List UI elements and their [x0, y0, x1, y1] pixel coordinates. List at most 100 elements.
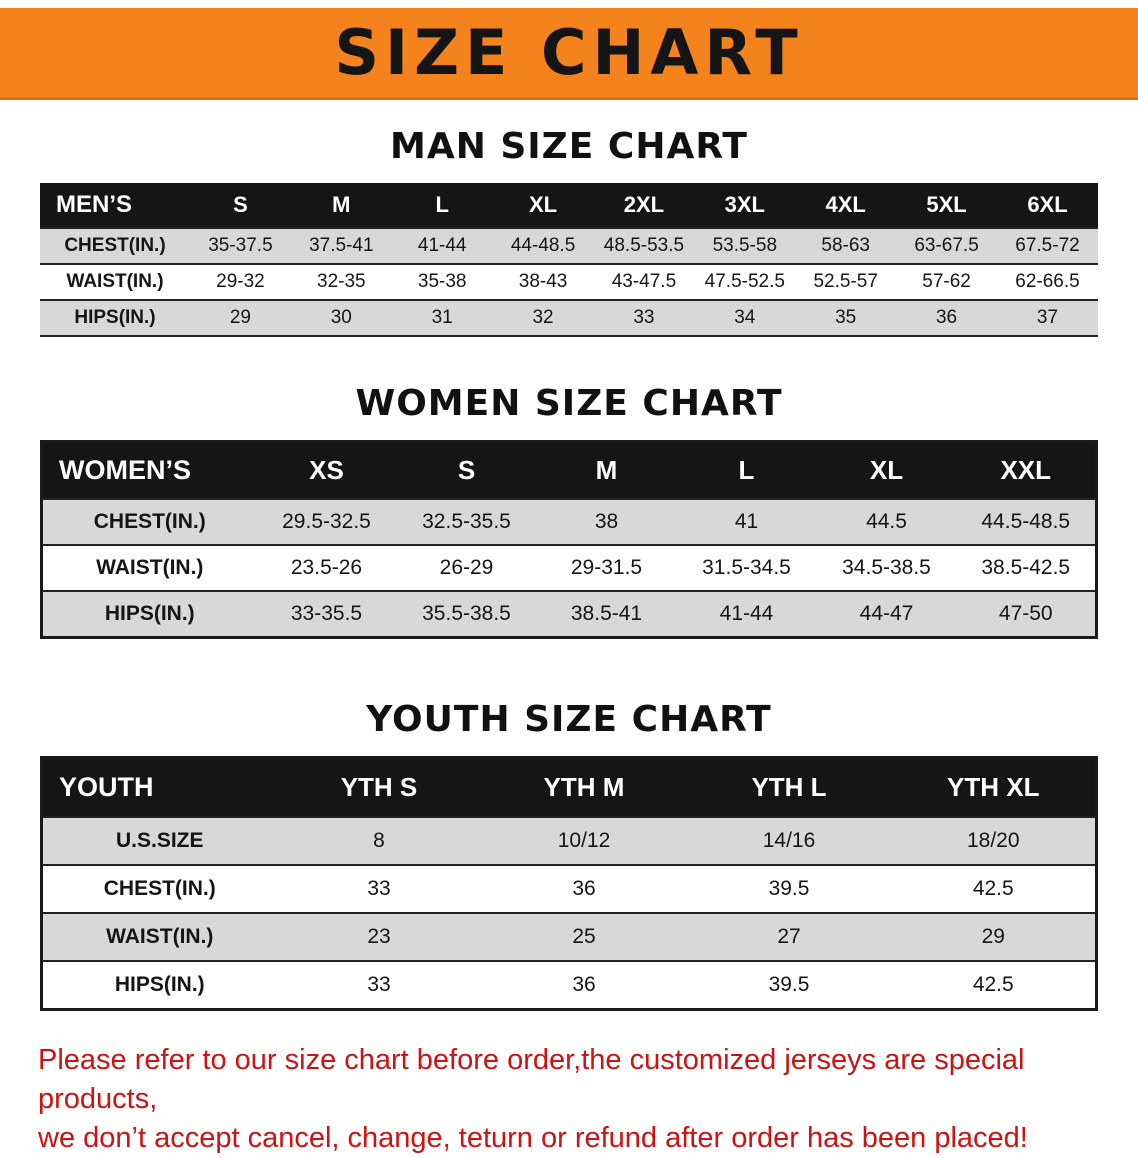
size-cell: 35.5-38.5 [396, 590, 537, 639]
size-cell: 23.5-26 [256, 544, 397, 591]
column-header: YTH S [276, 757, 482, 817]
row-label: CHEST(IN.) [41, 498, 257, 545]
disclaimer-line-1: Please refer to our size chart before or… [38, 1044, 1025, 1116]
table-row: WAIST(IN.) 23 25 27 29 [41, 912, 1097, 961]
column-header: XL [492, 183, 594, 228]
column-header: YTH XL [891, 757, 1097, 817]
size-cell: 8 [276, 816, 482, 865]
size-cell: 18/20 [891, 816, 1097, 865]
table-row: WAIST(IN.) 23.5-26 26-29 29-31.5 31.5-34.5 34… [41, 544, 1097, 591]
row-label: U.S.SIZE [41, 816, 277, 865]
size-cell: 36 [896, 299, 997, 337]
size-cell: 35-38 [391, 263, 493, 300]
size-cell: 23 [276, 912, 482, 961]
table-row: CHEST(IN.) 35-37.5 37.5-41 41-44 44-48.5 48.5… [40, 227, 1098, 264]
column-header: L [391, 183, 493, 228]
size-cell: 67.5-72 [997, 227, 1098, 264]
size-cell: 35-37.5 [190, 227, 291, 264]
size-cell: 44-48.5 [492, 227, 594, 264]
row-label: HIPS(IN.) [41, 590, 257, 639]
size-cell: 47.5-52.5 [694, 263, 796, 300]
table-header-row: MEN’S S M L XL 2XL 3XL 4XL 5XL 6XL [40, 183, 1098, 228]
column-header: 5XL [896, 183, 997, 228]
size-cell: 41-44 [391, 227, 493, 264]
column-header: 6XL [997, 183, 1098, 228]
size-cell: 62-66.5 [997, 263, 1098, 300]
size-cell: 63-67.5 [896, 227, 997, 264]
column-header: YTH M [481, 757, 687, 817]
size-cell: 31 [391, 299, 493, 337]
size-cell: 38.5-41 [536, 590, 677, 639]
size-cell: 33 [593, 299, 695, 337]
table-row: HIPS(IN.) 33-35.5 35.5-38.5 38.5-41 41-44 44-… [41, 590, 1097, 639]
size-cell: 27 [686, 912, 892, 961]
size-cell: 39.5 [686, 864, 892, 913]
disclaimer-text: Please refer to our size chart before or… [38, 1041, 1100, 1158]
size-cell: 58-63 [795, 227, 897, 264]
size-cell: 38.5-42.5 [956, 544, 1097, 591]
size-cell: 29 [190, 299, 291, 337]
size-cell: 38-43 [492, 263, 594, 300]
size-cell: 38 [536, 498, 677, 545]
size-cell: 53.5-58 [694, 227, 796, 264]
size-cell: 34 [694, 299, 796, 337]
size-cell: 30 [290, 299, 392, 337]
size-cell: 29.5-32.5 [256, 498, 397, 545]
womens-size-table: WOMEN’S XS S M L XL XXL CHEST(IN.) 29.5-32.5 32.5… [40, 440, 1098, 639]
size-cell: 43-47.5 [593, 263, 695, 300]
row-label: CHEST(IN.) [41, 864, 277, 913]
row-label: WAIST(IN.) [41, 544, 257, 591]
row-label: HIPS(IN.) [40, 299, 190, 337]
column-header: XS [256, 441, 397, 499]
size-cell: 33 [276, 960, 482, 1011]
men-section-heading: MAN SIZE CHART [390, 126, 748, 167]
size-cell: 26-29 [396, 544, 537, 591]
youth-section-heading: YOUTH SIZE CHART [366, 699, 772, 740]
column-header: S [396, 441, 537, 499]
size-cell: 29-31.5 [536, 544, 677, 591]
size-cell: 44.5-48.5 [956, 498, 1097, 545]
table-corner-label: YOUTH [41, 757, 277, 817]
size-cell: 44-47 [816, 590, 957, 639]
mens-size-table: MEN’S S M L XL 2XL 3XL 4XL 5XL 6XL CHEST(IN.) 35-37… [40, 183, 1098, 337]
size-cell: 29 [891, 912, 1097, 961]
size-cell: 42.5 [891, 960, 1097, 1011]
size-cell: 48.5-53.5 [593, 227, 695, 264]
size-cell: 57-62 [896, 263, 997, 300]
size-cell: 44.5 [816, 498, 957, 545]
size-cell: 41 [676, 498, 817, 545]
column-header: 3XL [694, 183, 796, 228]
table-corner-label: MEN’S [40, 183, 190, 228]
table-corner-label: WOMEN’S [41, 441, 257, 499]
size-cell: 32 [492, 299, 594, 337]
size-cell: 37.5-41 [290, 227, 392, 264]
column-header: M [290, 183, 392, 228]
size-cell: 32-35 [290, 263, 392, 300]
size-cell: 10/12 [481, 816, 687, 865]
table-row: U.S.SIZE 8 10/12 14/16 18/20 [41, 816, 1097, 865]
table-row: CHEST(IN.) 33 36 39.5 42.5 [41, 864, 1097, 913]
row-label: WAIST(IN.) [41, 912, 277, 961]
women-section-heading: WOMEN SIZE CHART [355, 383, 783, 424]
size-cell: 39.5 [686, 960, 892, 1011]
column-header: XXL [956, 441, 1097, 499]
size-cell: 47-50 [956, 590, 1097, 639]
size-cell: 35 [795, 299, 897, 337]
size-cell: 32.5-35.5 [396, 498, 537, 545]
column-header: L [676, 441, 817, 499]
size-cell: 25 [481, 912, 687, 961]
table-row: WAIST(IN.) 29-32 32-35 35-38 38-43 43-47.5 47.… [40, 263, 1098, 300]
column-header: M [536, 441, 677, 499]
column-header: 4XL [795, 183, 897, 228]
table-header-row: YOUTH YTH S YTH M YTH L YTH XL [41, 757, 1097, 817]
column-header: 2XL [593, 183, 695, 228]
size-cell: 37 [997, 299, 1098, 337]
disclaimer-line-2: we don’t accept cancel, change, teturn o… [38, 1122, 1028, 1155]
column-header: XL [816, 441, 957, 499]
size-cell: 33 [276, 864, 482, 913]
banner-title: SIZE CHART [334, 16, 804, 89]
column-header: YTH L [686, 757, 892, 817]
size-cell: 36 [481, 864, 687, 913]
table-row: HIPS(IN.) 29 30 31 32 33 34 35 36 37 [40, 299, 1098, 337]
size-cell: 33-35.5 [256, 590, 397, 639]
